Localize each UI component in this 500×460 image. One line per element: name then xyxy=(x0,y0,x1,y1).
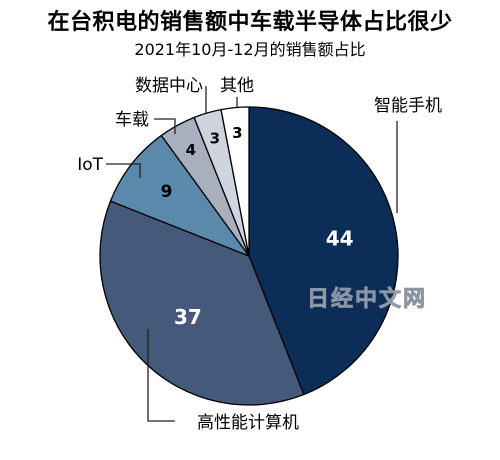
value-label-6: 3 xyxy=(232,124,242,142)
category-label-2: 高性能计算机 xyxy=(197,413,299,433)
value-label-5: 3 xyxy=(210,130,220,148)
value-label-2: 37 xyxy=(174,305,202,329)
pie-slice-1 xyxy=(248,106,399,396)
pie-slice-2 xyxy=(99,200,305,406)
watermark-text: 日经中文网 xyxy=(307,286,427,312)
category-label-5: 数据中心 xyxy=(135,76,203,96)
chart-subtitle: 2021年10月-12月的销售额占比 xyxy=(134,40,366,59)
category-label-1: 智能手机 xyxy=(374,96,442,116)
pie-slices xyxy=(99,106,399,406)
category-label-3: IoT xyxy=(77,155,103,175)
category-label-6: 其他 xyxy=(220,76,254,96)
pie-slice-3 xyxy=(109,134,251,258)
pie-slice-6 xyxy=(220,106,250,257)
leader-line-4 xyxy=(154,118,176,134)
leader-line-2 xyxy=(147,329,175,422)
leader-line-3 xyxy=(106,163,141,178)
value-label-4: 4 xyxy=(186,141,196,159)
category-label-4: 车载 xyxy=(115,110,149,130)
value-label-3: 9 xyxy=(161,182,173,202)
chart-title: 在台积电的销售额中车载半导体占比很少 xyxy=(47,10,453,35)
value-label-1: 44 xyxy=(326,227,354,251)
leader-lines xyxy=(106,86,398,422)
